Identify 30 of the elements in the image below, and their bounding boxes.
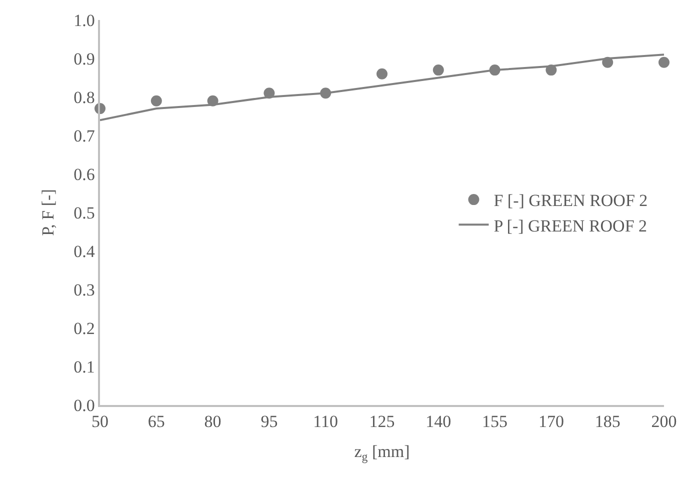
y-tick-label: 0.6 — [74, 164, 95, 184]
point — [658, 56, 670, 68]
x-tick-label: 80 — [204, 412, 222, 432]
x-tick-label: 185 — [594, 412, 620, 432]
x-tick-label: 95 — [260, 412, 278, 432]
point — [150, 95, 162, 106]
y-tick-label: 0.0 — [74, 396, 95, 415]
y-tick-label: 0.4 — [74, 242, 96, 261]
y-tick-label: 0.7 — [74, 126, 96, 146]
y-tick-label: 1.0 — [74, 10, 95, 30]
y-tick-label: 0.3 — [74, 280, 95, 300]
x-tick-label: 65 — [148, 412, 165, 432]
y-tick-label: 0.1 — [74, 357, 95, 376]
x-tick-label: 125 — [369, 412, 395, 432]
y-tick-label: 0.9 — [74, 49, 95, 68]
y-axis-title: P, F [-] — [38, 189, 58, 236]
legend-label: P [-] GREEN ROOF 2 — [494, 216, 648, 236]
x-tick-label: 170 — [538, 412, 564, 432]
x-axis-title: z$_{g}$ [mm] — [354, 442, 410, 464]
x-tick-label: 140 — [426, 412, 452, 432]
point — [432, 64, 444, 76]
y-tick-label: 0.2 — [74, 318, 95, 338]
y-tick-label: 0.8 — [74, 88, 95, 107]
y-tick-label: 0.5 — [74, 203, 95, 222]
legend-label: F [-] GREEN ROOF 2 — [494, 191, 648, 210]
x-tick-label: 155 — [482, 412, 508, 432]
x-tick-label: 200 — [651, 412, 677, 432]
x-tick-label: 50 — [92, 412, 108, 432]
point — [376, 68, 388, 80]
x-tick-label: 110 — [313, 412, 338, 432]
